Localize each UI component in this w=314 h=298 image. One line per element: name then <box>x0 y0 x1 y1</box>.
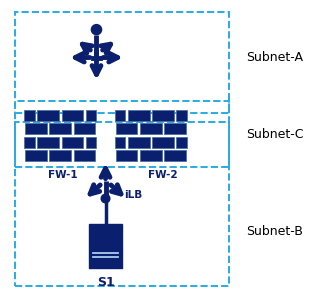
FancyBboxPatch shape <box>73 150 95 161</box>
FancyBboxPatch shape <box>164 123 186 134</box>
FancyBboxPatch shape <box>73 123 95 134</box>
FancyBboxPatch shape <box>49 123 71 134</box>
FancyBboxPatch shape <box>37 137 59 148</box>
FancyBboxPatch shape <box>62 110 83 121</box>
FancyBboxPatch shape <box>24 137 35 148</box>
FancyBboxPatch shape <box>86 137 96 148</box>
Text: FW-1: FW-1 <box>48 170 78 180</box>
Text: Subnet-B: Subnet-B <box>246 226 303 238</box>
Text: S1: S1 <box>97 276 114 289</box>
FancyBboxPatch shape <box>164 150 186 161</box>
FancyBboxPatch shape <box>116 150 138 161</box>
FancyBboxPatch shape <box>140 150 162 161</box>
FancyBboxPatch shape <box>24 110 35 121</box>
FancyBboxPatch shape <box>176 110 187 121</box>
FancyBboxPatch shape <box>152 110 174 121</box>
FancyBboxPatch shape <box>25 150 47 161</box>
FancyBboxPatch shape <box>128 137 149 148</box>
FancyBboxPatch shape <box>89 224 122 268</box>
FancyBboxPatch shape <box>128 110 149 121</box>
Text: Subnet-C: Subnet-C <box>246 128 303 141</box>
Circle shape <box>91 24 102 35</box>
Text: Subnet-A: Subnet-A <box>246 51 303 64</box>
Circle shape <box>101 194 110 203</box>
FancyBboxPatch shape <box>86 110 96 121</box>
FancyBboxPatch shape <box>116 123 138 134</box>
FancyBboxPatch shape <box>25 123 47 134</box>
FancyBboxPatch shape <box>115 137 125 148</box>
Text: iLB: iLB <box>124 190 142 200</box>
FancyBboxPatch shape <box>49 150 71 161</box>
FancyBboxPatch shape <box>176 137 187 148</box>
FancyBboxPatch shape <box>152 137 174 148</box>
FancyBboxPatch shape <box>37 110 59 121</box>
FancyBboxPatch shape <box>140 123 162 134</box>
Text: FW-2: FW-2 <box>148 170 177 180</box>
FancyBboxPatch shape <box>115 110 125 121</box>
FancyBboxPatch shape <box>62 137 83 148</box>
